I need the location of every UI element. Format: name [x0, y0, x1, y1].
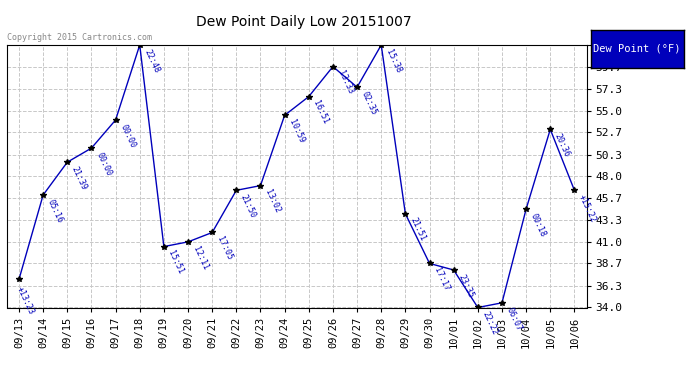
- Text: 10:59: 10:59: [288, 118, 306, 144]
- Text: 23:35: 23:35: [457, 273, 475, 299]
- Text: 15:51: 15:51: [167, 249, 186, 276]
- Text: 05:16: 05:16: [46, 198, 65, 224]
- Text: Dew Point Daily Low 20151007: Dew Point Daily Low 20151007: [196, 15, 411, 29]
- Text: 13:02: 13:02: [264, 188, 282, 215]
- Text: 06:07: 06:07: [505, 306, 524, 332]
- Text: 00:00: 00:00: [119, 123, 137, 149]
- Text: 17:17: 17:17: [433, 266, 451, 292]
- Text: 21:51: 21:51: [408, 216, 427, 243]
- Text: 15:38: 15:38: [384, 48, 403, 74]
- Text: 16:51: 16:51: [312, 99, 331, 126]
- Text: 00:18: 00:18: [529, 212, 548, 238]
- Text: Copyright 2015 Cartronics.com: Copyright 2015 Cartronics.com: [7, 33, 152, 42]
- Text: 22:22: 22:22: [481, 310, 500, 337]
- Text: +13:23: +13:23: [14, 285, 36, 316]
- Text: 22:48: 22:48: [143, 48, 161, 74]
- Text: 13:33: 13:33: [336, 69, 355, 96]
- Text: 02:35: 02:35: [360, 90, 379, 116]
- Text: +15:22: +15:22: [578, 193, 598, 224]
- Text: 00:00: 00:00: [95, 151, 113, 177]
- Text: 20:36: 20:36: [553, 132, 572, 159]
- Text: 21:39: 21:39: [70, 165, 89, 191]
- Text: Dew Point (°F): Dew Point (°F): [593, 44, 681, 54]
- Text: 12:11: 12:11: [191, 244, 210, 271]
- Text: 17:05: 17:05: [215, 235, 234, 262]
- Text: 21:50: 21:50: [239, 193, 258, 219]
